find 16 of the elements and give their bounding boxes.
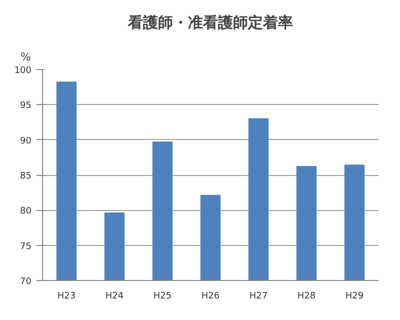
y-tick-label: 80 — [20, 206, 32, 217]
x-tick-label: H26 — [201, 292, 220, 302]
y-tick-label: 85 — [20, 172, 32, 182]
x-tick-label: H24 — [105, 292, 124, 302]
x-tick-label: H28 — [297, 292, 316, 302]
y-tick-label: 90 — [20, 136, 32, 146]
chart-title: 看護師・准看護師定着率 — [127, 14, 293, 32]
x-tick-label: H25 — [153, 292, 172, 302]
y-tick-label: 95 — [20, 101, 32, 112]
x-tick-label: H23 — [57, 292, 76, 302]
x-tick-label: H29 — [345, 292, 364, 302]
y-tick-label: 70 — [20, 277, 32, 287]
x-tick-label: H27 — [249, 292, 268, 302]
y-axis-title: % — [20, 50, 31, 64]
y-tick-label: 75 — [20, 242, 32, 252]
y-tick-label: 100 — [14, 66, 32, 76]
